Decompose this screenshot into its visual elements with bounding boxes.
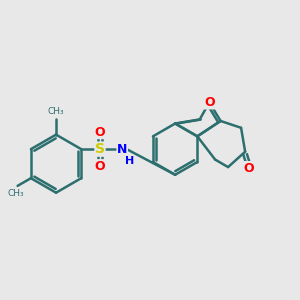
Text: N: N xyxy=(117,142,128,156)
Text: S: S xyxy=(95,142,105,156)
Text: O: O xyxy=(204,96,214,109)
Text: O: O xyxy=(95,126,105,139)
Text: H: H xyxy=(125,156,134,166)
Text: O: O xyxy=(243,162,254,175)
Text: CH₃: CH₃ xyxy=(8,189,24,198)
Text: O: O xyxy=(95,160,105,173)
Text: CH₃: CH₃ xyxy=(48,107,64,116)
